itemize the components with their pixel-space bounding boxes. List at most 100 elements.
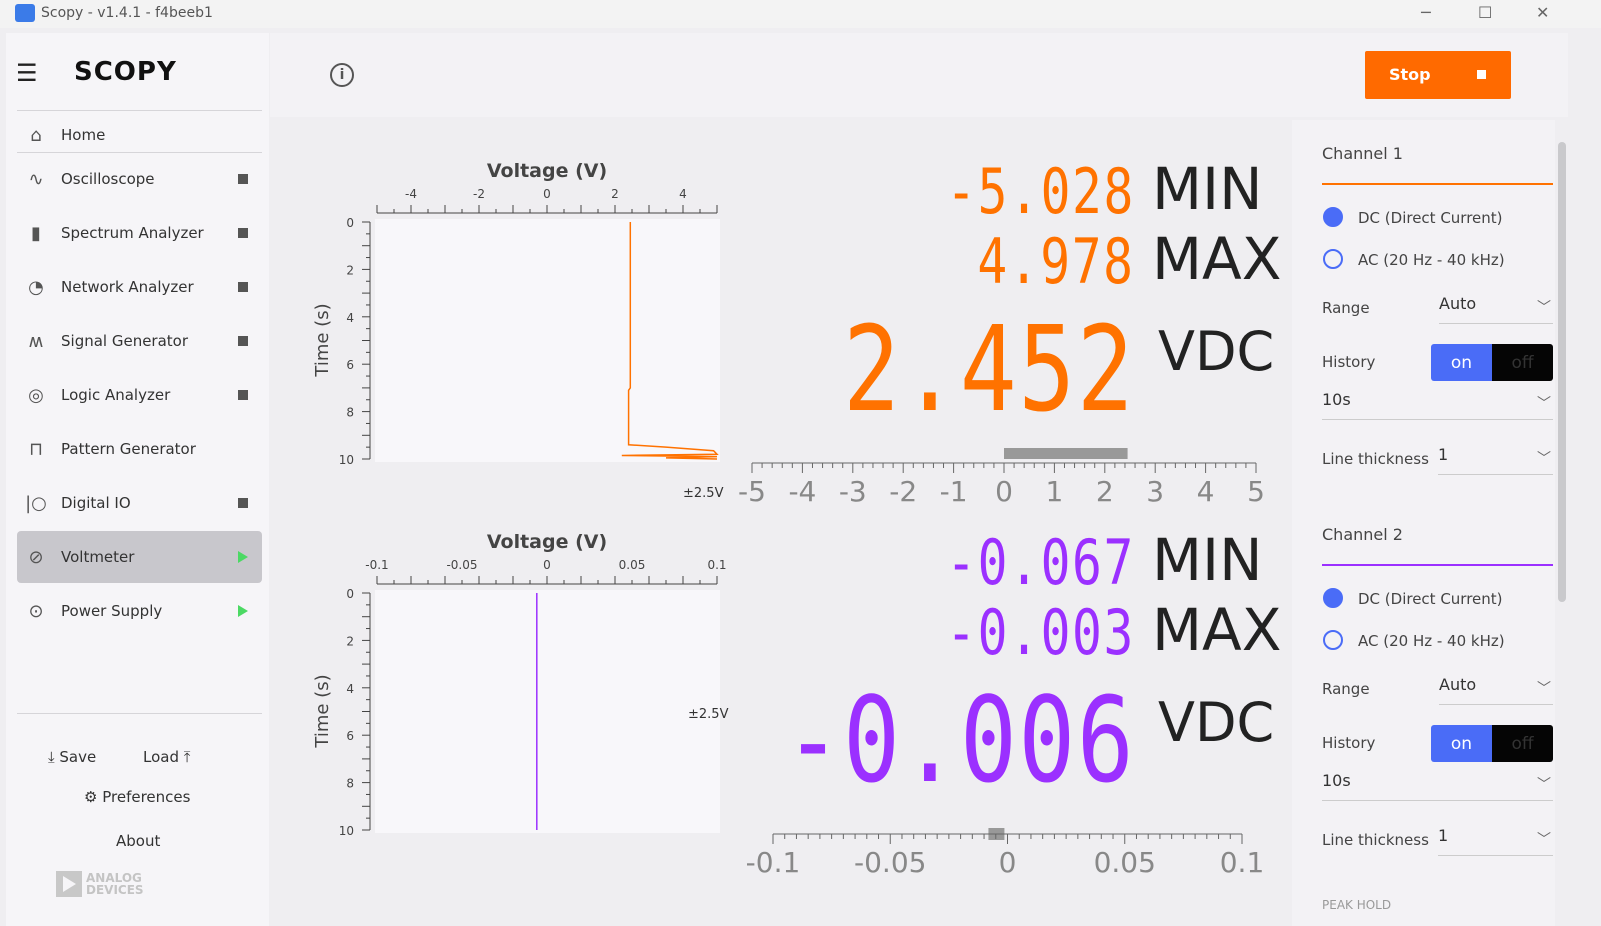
- sidebar-item-label: Power Supply: [61, 602, 163, 620]
- history-plot: -0.1 -0.05 0 0.05 0.1 0 2 4 6 8 10 Voltage (V) Time …: [312, 531, 729, 838]
- sidebar-item-voltmeter[interactable]: ⊘ Voltmeter: [17, 531, 262, 583]
- min-label: MIN: [1152, 526, 1263, 594]
- scale-tick-label: -0.1: [746, 846, 801, 879]
- dc-radio[interactable]: [1323, 588, 1343, 608]
- peak-hold-section[interactable]: PEAK HOLD: [1322, 898, 1392, 912]
- save-button[interactable]: ⤓ Save: [48, 748, 97, 766]
- x-axis-title: Voltage (V): [487, 160, 607, 182]
- dc-radio[interactable]: [1323, 207, 1343, 227]
- x-tick-label: -2: [473, 187, 485, 201]
- range-select[interactable]: Auto ﹀: [1439, 294, 1553, 324]
- run-indicator-icon[interactable]: [238, 551, 248, 563]
- preferences-button[interactable]: ⚙ Preferences: [84, 788, 191, 806]
- title-bar: Scopy - v1.4.1 - f4beeb1 ─ ☐ ✕: [0, 0, 1601, 28]
- sidebar-item-label: Digital IO: [61, 494, 131, 512]
- home-icon: ⌂: [30, 124, 42, 146]
- line-thickness-select[interactable]: 1 ﹀: [1438, 826, 1553, 856]
- stopped-indicator-icon[interactable]: [238, 498, 248, 508]
- x-tick-label: 0: [543, 558, 551, 572]
- close-button[interactable]: ✕: [1536, 3, 1550, 22]
- value-value: -0.006: [784, 671, 1135, 809]
- x-tick-label: 0.05: [619, 558, 646, 572]
- brand-logo: SCOPY: [74, 57, 177, 87]
- ac-label: AC (20 Hz - 40 kHz): [1358, 632, 1505, 650]
- line-thickness-text: Line thickness: [1322, 450, 1429, 468]
- run-indicator-icon[interactable]: [238, 605, 248, 617]
- divider: [17, 152, 262, 153]
- y-tick-label: 10: [339, 453, 354, 467]
- chevron-down-icon: ﹀: [1537, 681, 1551, 697]
- sidebar-item-logic-analyzer[interactable]: ◎ Logic Analyzer: [17, 369, 262, 421]
- minimize-button[interactable]: ─: [1421, 3, 1431, 22]
- analog-devices-logo: ANALOG DEVICES: [56, 871, 156, 897]
- info-icon[interactable]: i: [330, 63, 354, 87]
- scale-tick-label: -1: [940, 475, 968, 508]
- value-bar: [1004, 448, 1128, 459]
- stopped-indicator-icon[interactable]: [238, 336, 248, 346]
- line-thickness-text: Line thickness: [1322, 831, 1429, 849]
- scale-tick-label: -3: [839, 475, 867, 508]
- y-tick-label: 8: [346, 777, 354, 791]
- value-label: VDC: [1158, 691, 1275, 754]
- scale-tick-label: -2: [889, 475, 917, 508]
- max-value: -0.003: [946, 596, 1135, 669]
- stopped-indicator-icon[interactable]: [238, 174, 248, 184]
- load-button[interactable]: Load ⤒: [143, 748, 191, 766]
- sidebar-item-label: Home: [61, 126, 106, 144]
- scrollbar[interactable]: [1558, 142, 1566, 602]
- value-scale: -5 -4 -3 -2 -1 0 1 2 3 4 5: [738, 448, 1265, 508]
- sidebar-item-oscilloscope[interactable]: ∿ Oscilloscope: [17, 153, 262, 205]
- x-axis-title: Voltage (V): [487, 531, 607, 553]
- x-tick-label: 4: [679, 187, 687, 201]
- ac-radio[interactable]: [1323, 249, 1343, 269]
- load-icon: ⤒: [178, 748, 191, 766]
- chevron-down-icon: ﹀: [1537, 777, 1551, 793]
- divider: [17, 110, 262, 111]
- channel-title: Channel 2: [1322, 525, 1403, 544]
- range-select[interactable]: Auto ﹀: [1439, 675, 1553, 705]
- scale-tick-label: 0.05: [1094, 846, 1156, 879]
- history-text: History: [1322, 734, 1376, 752]
- sidebar-item-spectrum-analyzer[interactable]: ▮ Spectrum Analyzer: [17, 207, 262, 259]
- ac-label: AC (20 Hz - 40 kHz): [1358, 251, 1505, 269]
- oscilloscope-icon: ∿: [28, 168, 44, 190]
- sidebar: ☰ SCOPY ⌂ Home ∿ Oscilloscope ▮ Spectrum Anal…: [6, 33, 269, 926]
- stop-button[interactable]: Stop: [1365, 51, 1511, 99]
- sidebar-item-network-analyzer[interactable]: ◔ Network Analyzer: [17, 261, 262, 313]
- max-label: MAX: [1152, 596, 1282, 664]
- save-icon: ⤓: [48, 748, 60, 766]
- x-tick-label: -0.05: [446, 558, 477, 572]
- stopped-indicator-icon[interactable]: [238, 390, 248, 400]
- x-tick-label: 2: [611, 187, 619, 201]
- menu-icon[interactable]: ☰: [16, 59, 38, 87]
- scale-tick-label: 5: [1247, 475, 1265, 508]
- gear-icon: ⚙: [84, 788, 103, 806]
- chevron-down-icon: ﹀: [1537, 832, 1551, 848]
- maximize-button[interactable]: ☐: [1478, 3, 1493, 22]
- history-toggle[interactable]: on off: [1431, 344, 1553, 381]
- scale-tick-label: -0.05: [854, 846, 926, 879]
- history-length-select[interactable]: 10s ﹀: [1322, 390, 1553, 420]
- stopped-indicator-icon[interactable]: [238, 228, 248, 238]
- stopped-indicator-icon[interactable]: [238, 282, 248, 292]
- value-label: VDC: [1158, 320, 1275, 383]
- y-tick-label: 2: [346, 263, 354, 277]
- sidebar-item-power-supply[interactable]: ⊙ Power Supply: [17, 585, 262, 637]
- value-scale: -0.1 -0.05 0 0.05 0.1: [746, 828, 1264, 879]
- history-length-select[interactable]: 10s ﹀: [1322, 771, 1553, 801]
- sidebar-item-digital-io[interactable]: |○ Digital IO: [17, 477, 262, 529]
- scale-tick-label: 3: [1146, 475, 1164, 508]
- sidebar-item-signal-generator[interactable]: ʍ Signal Generator: [17, 315, 262, 367]
- max-label: MAX: [1152, 225, 1282, 293]
- ac-radio[interactable]: [1323, 630, 1343, 650]
- range-label: ±2.5V: [688, 707, 729, 722]
- min-value: -5.028: [946, 155, 1135, 228]
- line-thickness-select[interactable]: 1 ﹀: [1438, 445, 1553, 475]
- history-toggle[interactable]: on off: [1431, 725, 1553, 762]
- scale-tick-label: -5: [738, 475, 766, 508]
- sidebar-item-label: Oscilloscope: [61, 170, 155, 188]
- about-button[interactable]: About: [116, 832, 161, 850]
- scale-tick-label: 2: [1096, 475, 1114, 508]
- sidebar-item-pattern-generator[interactable]: ⊓ Pattern Generator: [17, 423, 262, 475]
- sidebar-item-home[interactable]: ⌂ Home: [17, 109, 262, 161]
